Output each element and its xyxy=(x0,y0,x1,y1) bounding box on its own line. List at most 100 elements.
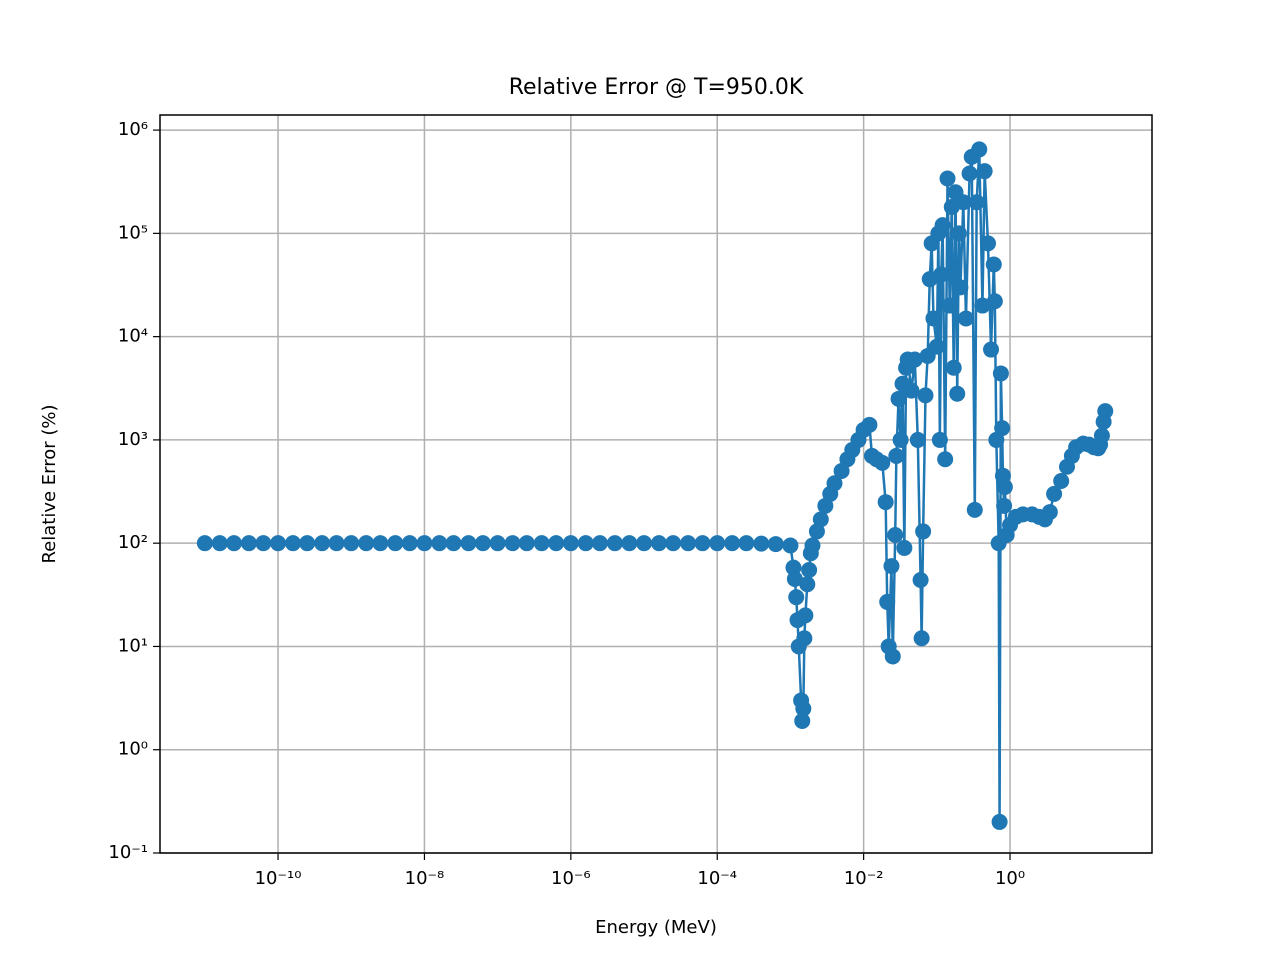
data-point xyxy=(879,593,896,610)
data-point xyxy=(874,454,891,471)
data-point xyxy=(636,535,653,552)
data-point xyxy=(826,475,843,492)
data-point xyxy=(928,338,945,355)
y-tick-label: 10³ xyxy=(118,429,148,450)
data-point xyxy=(909,431,926,448)
data-point xyxy=(939,170,956,187)
data-point xyxy=(1093,427,1110,444)
data-point xyxy=(799,576,816,593)
data-point xyxy=(937,451,954,468)
data-point xyxy=(917,387,934,404)
data-point xyxy=(196,535,213,552)
data-point xyxy=(931,431,948,448)
y-tick-label: 10⁻¹ xyxy=(108,842,148,863)
y-tick-label: 10⁴ xyxy=(118,326,148,347)
data-point xyxy=(985,256,1002,273)
data-point xyxy=(945,359,962,376)
data-point xyxy=(562,535,579,552)
data-point xyxy=(883,558,900,575)
data-point xyxy=(650,535,667,552)
data-point xyxy=(753,535,770,552)
data-point xyxy=(372,535,389,552)
data-point xyxy=(358,535,375,552)
data-point xyxy=(808,523,825,540)
data-point xyxy=(812,511,829,528)
data-point xyxy=(738,535,755,552)
data-point xyxy=(460,535,477,552)
data-point xyxy=(974,297,991,314)
data-point xyxy=(786,570,803,587)
data-point xyxy=(767,536,784,553)
data-point xyxy=(979,235,996,252)
data-point xyxy=(621,535,638,552)
data-point xyxy=(991,813,1008,830)
data-point xyxy=(906,351,923,368)
data-point xyxy=(992,365,1009,382)
data-point xyxy=(941,297,958,314)
data-point xyxy=(387,535,404,552)
data-point xyxy=(533,535,550,552)
data-point xyxy=(694,535,711,552)
data-point xyxy=(887,527,904,544)
data-point xyxy=(949,385,966,402)
data-point xyxy=(795,700,812,717)
x-tick-label: 10⁻⁸ xyxy=(405,868,445,889)
x-tick-label: 10⁻⁴ xyxy=(697,868,737,889)
chart-title: Relative Error @ T=950.0K xyxy=(509,75,804,100)
data-point xyxy=(255,535,272,552)
data-point xyxy=(724,535,741,552)
y-tick-label: 10⁵ xyxy=(118,222,148,243)
y-tick-label: 10² xyxy=(118,532,148,553)
data-point xyxy=(994,420,1011,437)
data-point xyxy=(976,163,993,180)
data-point xyxy=(211,535,228,552)
x-tick-label: 10⁰ xyxy=(995,868,1025,889)
data-point xyxy=(877,494,894,511)
data-point xyxy=(314,535,331,552)
data-point xyxy=(952,279,969,296)
data-point xyxy=(925,310,942,327)
data-point xyxy=(884,648,901,665)
data-point xyxy=(996,478,1013,495)
y-tick-label: 10⁰ xyxy=(118,739,148,760)
data-point xyxy=(913,630,930,647)
data-point xyxy=(961,165,978,182)
data-point xyxy=(903,382,920,399)
data-point xyxy=(861,416,878,433)
data-point xyxy=(709,535,726,552)
data-point xyxy=(955,194,972,211)
data-point xyxy=(804,537,821,554)
x-tick-label: 10⁻⁶ xyxy=(551,868,591,889)
y-tick-label: 10⁶ xyxy=(118,119,148,140)
data-point xyxy=(1097,403,1114,420)
data-point xyxy=(788,589,805,606)
data-point xyxy=(892,431,909,448)
data-point xyxy=(968,194,985,211)
data-point xyxy=(890,390,907,407)
data-point xyxy=(934,217,951,234)
data-point xyxy=(591,535,608,552)
data-point xyxy=(801,561,818,578)
x-tick-label: 10⁻² xyxy=(844,868,884,889)
data-point xyxy=(299,535,316,552)
data-point xyxy=(915,523,932,540)
data-point xyxy=(489,535,506,552)
data-point xyxy=(1046,485,1063,502)
data-point xyxy=(797,607,814,624)
y-tick-label: 10¹ xyxy=(118,635,148,656)
data-point xyxy=(343,535,360,552)
data-point xyxy=(328,535,345,552)
data-point xyxy=(284,535,301,552)
x-axis-label: Energy (MeV) xyxy=(595,917,717,938)
data-point xyxy=(474,535,491,552)
data-point xyxy=(270,535,287,552)
data-point xyxy=(518,535,535,552)
data-point xyxy=(401,535,418,552)
data-point xyxy=(445,535,462,552)
data-point xyxy=(225,535,242,552)
data-point xyxy=(548,535,565,552)
data-point xyxy=(957,310,974,327)
data-point xyxy=(431,535,448,552)
